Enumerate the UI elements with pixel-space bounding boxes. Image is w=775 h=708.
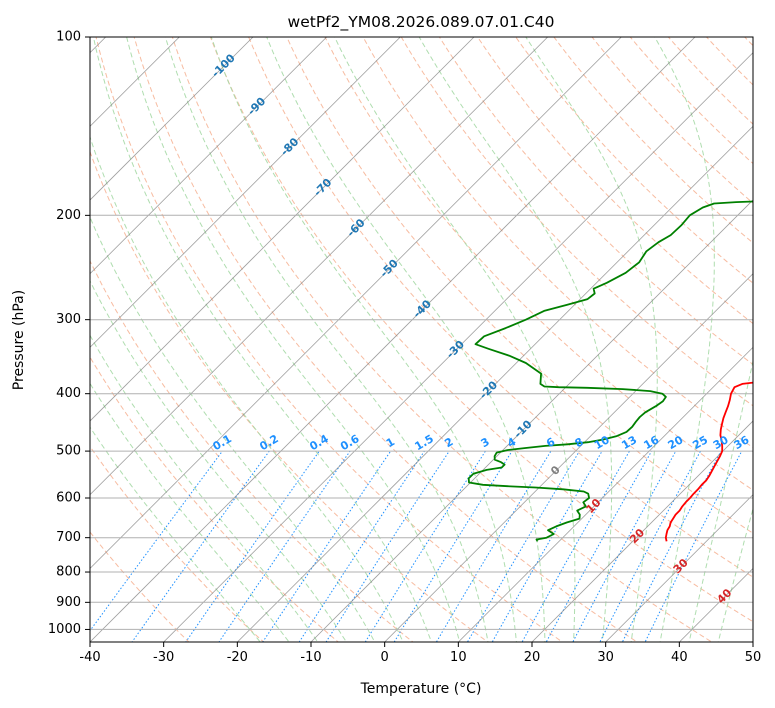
x-tick-label: 50 [745, 650, 762, 665]
chart-title: wetPf2_YM08.2026.089.07.01.C40 [288, 13, 555, 32]
y-tick-label: 900 [56, 595, 81, 610]
y-axis-label: Pressure (hPa) [11, 290, 27, 390]
dry-adiabat [209, 37, 753, 623]
dry-adiabat [770, 24, 775, 654]
isotherm-line [531, 420, 753, 642]
moist-adiabat [90, 135, 404, 642]
x-tick-label: 30 [597, 650, 614, 665]
isotherm-line [163, 52, 753, 642]
isotherm-line [605, 494, 753, 642]
x-tick-label: 10 [450, 650, 467, 665]
dry-adiabat [438, 37, 753, 366]
dry-adiabat [324, 37, 753, 491]
x-tick-label: -20 [227, 650, 248, 665]
moist-adiabat [164, 37, 489, 642]
dry-adiabat [591, 37, 753, 204]
moist-adiabat [210, 37, 518, 642]
x-tick-label: -10 [300, 650, 321, 665]
moist-adiabat [418, 37, 613, 642]
isotherm-line [457, 346, 753, 642]
y-tick-label: 700 [56, 530, 81, 545]
y-tick-label: 500 [56, 444, 81, 459]
axes: -40 -30 -20 -10 0 10 20 30 40 50 100 200 300 400 500 60… [48, 30, 761, 666]
dry-adiabat [629, 37, 753, 165]
x-tick-label: -40 [79, 650, 100, 665]
y-tick-label: 800 [56, 565, 81, 580]
dry-adiabat [90, 150, 489, 642]
dry-adiabat [90, 531, 190, 642]
dry-adiabat [90, 356, 339, 642]
isotherm-line [90, 37, 475, 422]
isotherm-line [90, 37, 696, 642]
plot-frame [89, 36, 754, 643]
isotherm-line [90, 37, 549, 496]
y-tick-label: 300 [56, 312, 81, 327]
moist-adiabat [654, 37, 715, 642]
moist-adiabat [90, 334, 319, 642]
y-tick-label: 200 [56, 208, 81, 223]
dry-adiabat [248, 37, 753, 578]
sounding-series [467, 200, 753, 542]
moist-adiabat [717, 506, 753, 642]
x-axis-label: Temperature (°C) [360, 681, 482, 697]
temperature-line [664, 381, 753, 542]
moist-adiabat [334, 37, 576, 642]
dry-adiabat [286, 37, 753, 534]
x-tick-label: 20 [524, 650, 541, 665]
moist-adiabat [126, 37, 461, 642]
dry-adiabat [133, 37, 638, 642]
isotherm-line [90, 37, 401, 348]
dry-adiabat [95, 37, 564, 642]
isotherm-line [384, 273, 753, 642]
x-tick-label: -30 [153, 650, 174, 665]
moist-adiabat [688, 358, 753, 642]
y-tick-label: 1000 [48, 622, 81, 637]
isotherm-line [90, 37, 254, 201]
dry-adiabat [400, 37, 753, 407]
isotherm-line [310, 199, 753, 642]
isotherm-line [90, 37, 622, 569]
isotherm-line [90, 37, 328, 275]
plot-background [90, 37, 753, 642]
moist-adiabat [525, 37, 658, 642]
dry-adiabat [90, 259, 414, 642]
x-tick-label: 40 [671, 650, 688, 665]
y-tick-label: 400 [56, 386, 81, 401]
moist-adiabat [266, 37, 546, 642]
moist-adiabat [90, 426, 261, 642]
dry-adiabat [515, 37, 753, 284]
moist-adiabat [90, 382, 290, 642]
background-lines [90, 24, 775, 654]
dewpoint-line [467, 200, 753, 542]
y-tick-label: 600 [56, 491, 81, 506]
y-tick-label: 100 [56, 30, 81, 45]
moist-adiabat [90, 215, 376, 642]
isotherm-line [236, 125, 753, 642]
x-tick-label: 0 [381, 650, 389, 665]
moist-adiabat [92, 37, 432, 642]
